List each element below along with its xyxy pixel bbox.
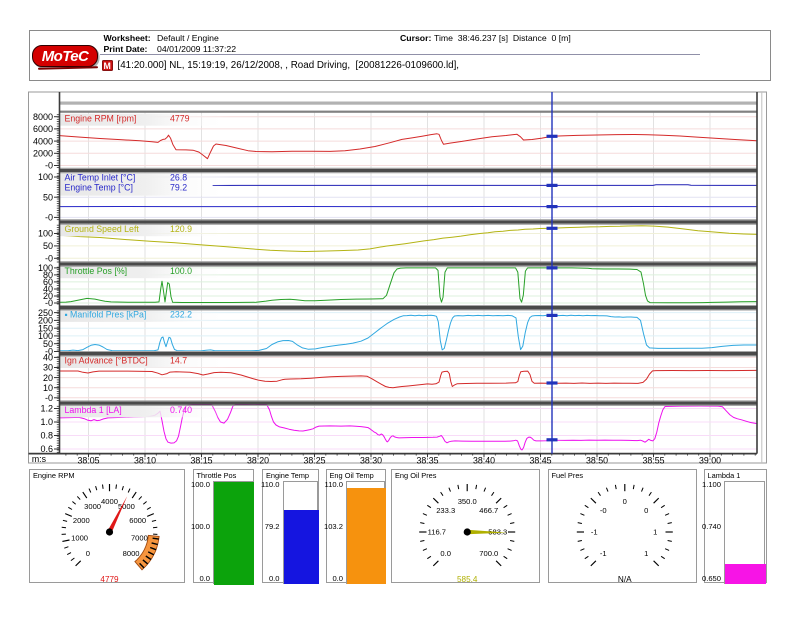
svg-text:100: 100 — [38, 263, 53, 273]
svg-text:Engine RPM [rpm]: Engine RPM [rpm] — [65, 114, 137, 124]
svg-text:8000: 8000 — [33, 112, 53, 122]
svg-text:10: 10 — [43, 383, 53, 393]
svg-text:1: 1 — [653, 527, 657, 536]
svg-text:250: 250 — [38, 308, 53, 318]
svg-text:38:20: 38:20 — [247, 455, 269, 465]
svg-text:-0: -0 — [45, 298, 53, 308]
svg-text:20: 20 — [43, 373, 53, 383]
svg-text:0: 0 — [86, 549, 90, 558]
svg-text:26.8: 26.8 — [170, 173, 187, 183]
svg-text:-0: -0 — [599, 506, 606, 515]
svg-text:60: 60 — [43, 277, 53, 287]
svg-text:38:35: 38:35 — [416, 455, 438, 465]
svg-text:79.2: 79.2 — [170, 182, 187, 192]
svg-text:116.7: 116.7 — [428, 527, 446, 536]
svg-text:-1: -1 — [590, 527, 597, 536]
svg-text:Air Temp Inlet [°C]: Air Temp Inlet [°C] — [65, 173, 136, 183]
svg-text:50: 50 — [43, 192, 53, 202]
svg-text:N/A: N/A — [617, 575, 631, 582]
svg-text:232.2: 232.2 — [170, 310, 192, 320]
svg-text:4779: 4779 — [170, 114, 190, 124]
svg-text:-0: -0 — [45, 161, 53, 171]
svg-text:700.0: 700.0 — [479, 549, 498, 558]
svg-text:0: 0 — [622, 497, 626, 506]
svg-text:Engine Temp [°C]: Engine Temp [°C] — [65, 182, 133, 192]
svg-text:4000: 4000 — [33, 136, 53, 146]
svg-text:-0: -0 — [45, 254, 53, 264]
svg-text:39:00: 39:00 — [699, 455, 721, 465]
svg-text:40: 40 — [43, 284, 53, 294]
svg-text:7000: 7000 — [131, 533, 148, 542]
svg-text:38:50: 38:50 — [586, 455, 608, 465]
svg-text:1: 1 — [644, 549, 648, 558]
svg-text:-0: -0 — [45, 347, 53, 357]
svg-text:Throttle Pos [%]: Throttle Pos [%] — [65, 266, 128, 276]
svg-text:6000: 6000 — [129, 515, 146, 524]
svg-text:50: 50 — [43, 241, 53, 251]
svg-text:100.0: 100.0 — [170, 266, 192, 276]
svg-text:50: 50 — [43, 339, 53, 349]
svg-text:80: 80 — [43, 270, 53, 280]
svg-text:38:30: 38:30 — [360, 455, 382, 465]
svg-text:0: 0 — [644, 506, 648, 515]
svg-text:233.3: 233.3 — [436, 506, 455, 515]
svg-text:14.7: 14.7 — [170, 356, 187, 366]
svg-text:200: 200 — [38, 316, 53, 326]
svg-text:2000: 2000 — [33, 149, 53, 159]
svg-text:150: 150 — [38, 323, 53, 333]
svg-text:38:25: 38:25 — [303, 455, 325, 465]
svg-text:100: 100 — [38, 331, 53, 341]
svg-text:30: 30 — [43, 363, 53, 373]
svg-text:4779: 4779 — [100, 575, 119, 582]
svg-text:38:55: 38:55 — [642, 455, 664, 465]
svg-text:8000: 8000 — [123, 549, 140, 558]
svg-text:2000: 2000 — [73, 515, 90, 524]
svg-text:38:05: 38:05 — [77, 455, 99, 465]
svg-text:20: 20 — [43, 291, 53, 301]
svg-text:1.0: 1.0 — [40, 417, 53, 427]
svg-text:Ground Speed Left: Ground Speed Left — [65, 224, 140, 234]
svg-text:6000: 6000 — [33, 124, 53, 134]
svg-text:100: 100 — [38, 172, 53, 182]
svg-text:38:40: 38:40 — [473, 455, 495, 465]
svg-text:Ign Advance [°BTDC]: Ign Advance [°BTDC] — [65, 356, 148, 366]
svg-text:38:15: 38:15 — [190, 455, 212, 465]
svg-text:-0: -0 — [45, 393, 53, 403]
svg-text:3000: 3000 — [84, 502, 101, 511]
svg-text:0.8: 0.8 — [40, 431, 53, 441]
svg-text:0.6: 0.6 — [40, 444, 53, 454]
svg-text:4000: 4000 — [101, 497, 118, 506]
svg-text:120.9: 120.9 — [170, 224, 192, 234]
svg-text:585.4: 585.4 — [457, 575, 478, 582]
svg-text:38:10: 38:10 — [134, 455, 156, 465]
svg-text:100: 100 — [38, 229, 53, 239]
svg-text:0.0: 0.0 — [440, 549, 451, 558]
svg-text:-0: -0 — [45, 213, 53, 223]
svg-text:38:45: 38:45 — [529, 455, 551, 465]
svg-text:m:s: m:s — [32, 454, 47, 464]
svg-text:5000: 5000 — [118, 502, 135, 511]
svg-text:▪ Manifold Pres [kPa]: ▪ Manifold Pres [kPa] — [65, 310, 147, 320]
svg-text:-1: -1 — [599, 549, 606, 558]
svg-text:1000: 1000 — [71, 533, 88, 542]
svg-text:466.7: 466.7 — [479, 506, 498, 515]
svg-text:0.740: 0.740 — [170, 405, 192, 415]
svg-text:350.0: 350.0 — [458, 497, 477, 506]
svg-text:40: 40 — [43, 353, 53, 363]
svg-text:Lambda 1 [LA]: Lambda 1 [LA] — [65, 405, 122, 415]
svg-text:1.2: 1.2 — [40, 404, 53, 414]
